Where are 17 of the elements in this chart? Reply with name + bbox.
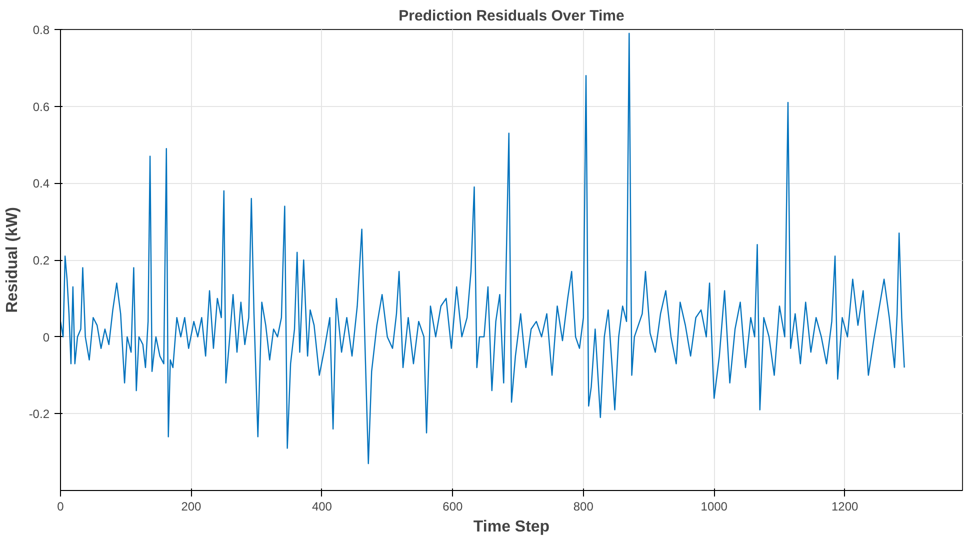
x-axis-title: Time Step — [473, 518, 550, 536]
y-tick-label: 0.4 — [32, 176, 50, 191]
x-tick-label: 1200 — [832, 500, 859, 514]
x-tick-label: 0 — [57, 500, 64, 514]
y-tick-label: -0.2 — [28, 407, 50, 422]
y-tick-label: 0.2 — [32, 254, 50, 268]
y-axis-title: Residual (kW) — [4, 207, 21, 313]
x-tick-label: 800 — [573, 500, 594, 514]
x-tick-label: 200 — [181, 500, 202, 514]
chart-title: Prediction Residuals Over Time — [398, 8, 624, 24]
y-tick-label: 0.8 — [32, 23, 50, 37]
x-tick-label: 400 — [312, 500, 332, 514]
y-tick-label: 0 — [42, 330, 50, 344]
x-tick-label: 600 — [442, 500, 464, 514]
y-tick-label: 0.6 — [32, 100, 50, 114]
x-tick-label: 1000 — [700, 500, 728, 514]
line-series — [60, 32, 905, 464]
